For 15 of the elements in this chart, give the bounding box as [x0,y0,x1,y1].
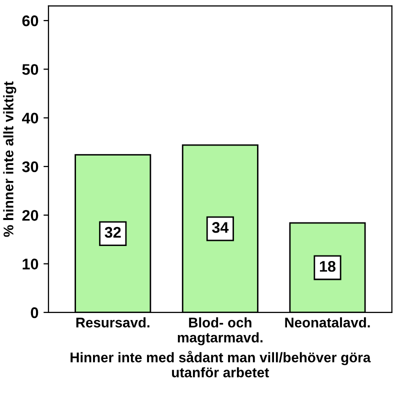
x-tick-label: Blod- och magtarmavd. [178,317,262,346]
x-tick-label: Resursavd. [76,317,150,328]
y-tick-label: 0 [30,307,38,318]
y-tick-label: 10 [22,258,38,270]
y-tick-label: 50 [22,64,38,75]
data-label: 18 [320,260,336,272]
y-tick-label: 30 [22,161,38,172]
x-axis-title: Hinner inte med sådant man vill/behöver göra utanför arbetet [70,350,371,378]
y-axis-title: % hinner inte allt viktigt [3,81,16,237]
y-tick-label: 20 [22,210,38,221]
data-label: 34 [212,222,229,233]
y-tick-label: 60 [22,15,38,26]
y-tick-label: 40 [22,112,38,124]
data-label: 32 [104,226,121,238]
x-tick-label: Neonatalavd. [285,317,370,328]
